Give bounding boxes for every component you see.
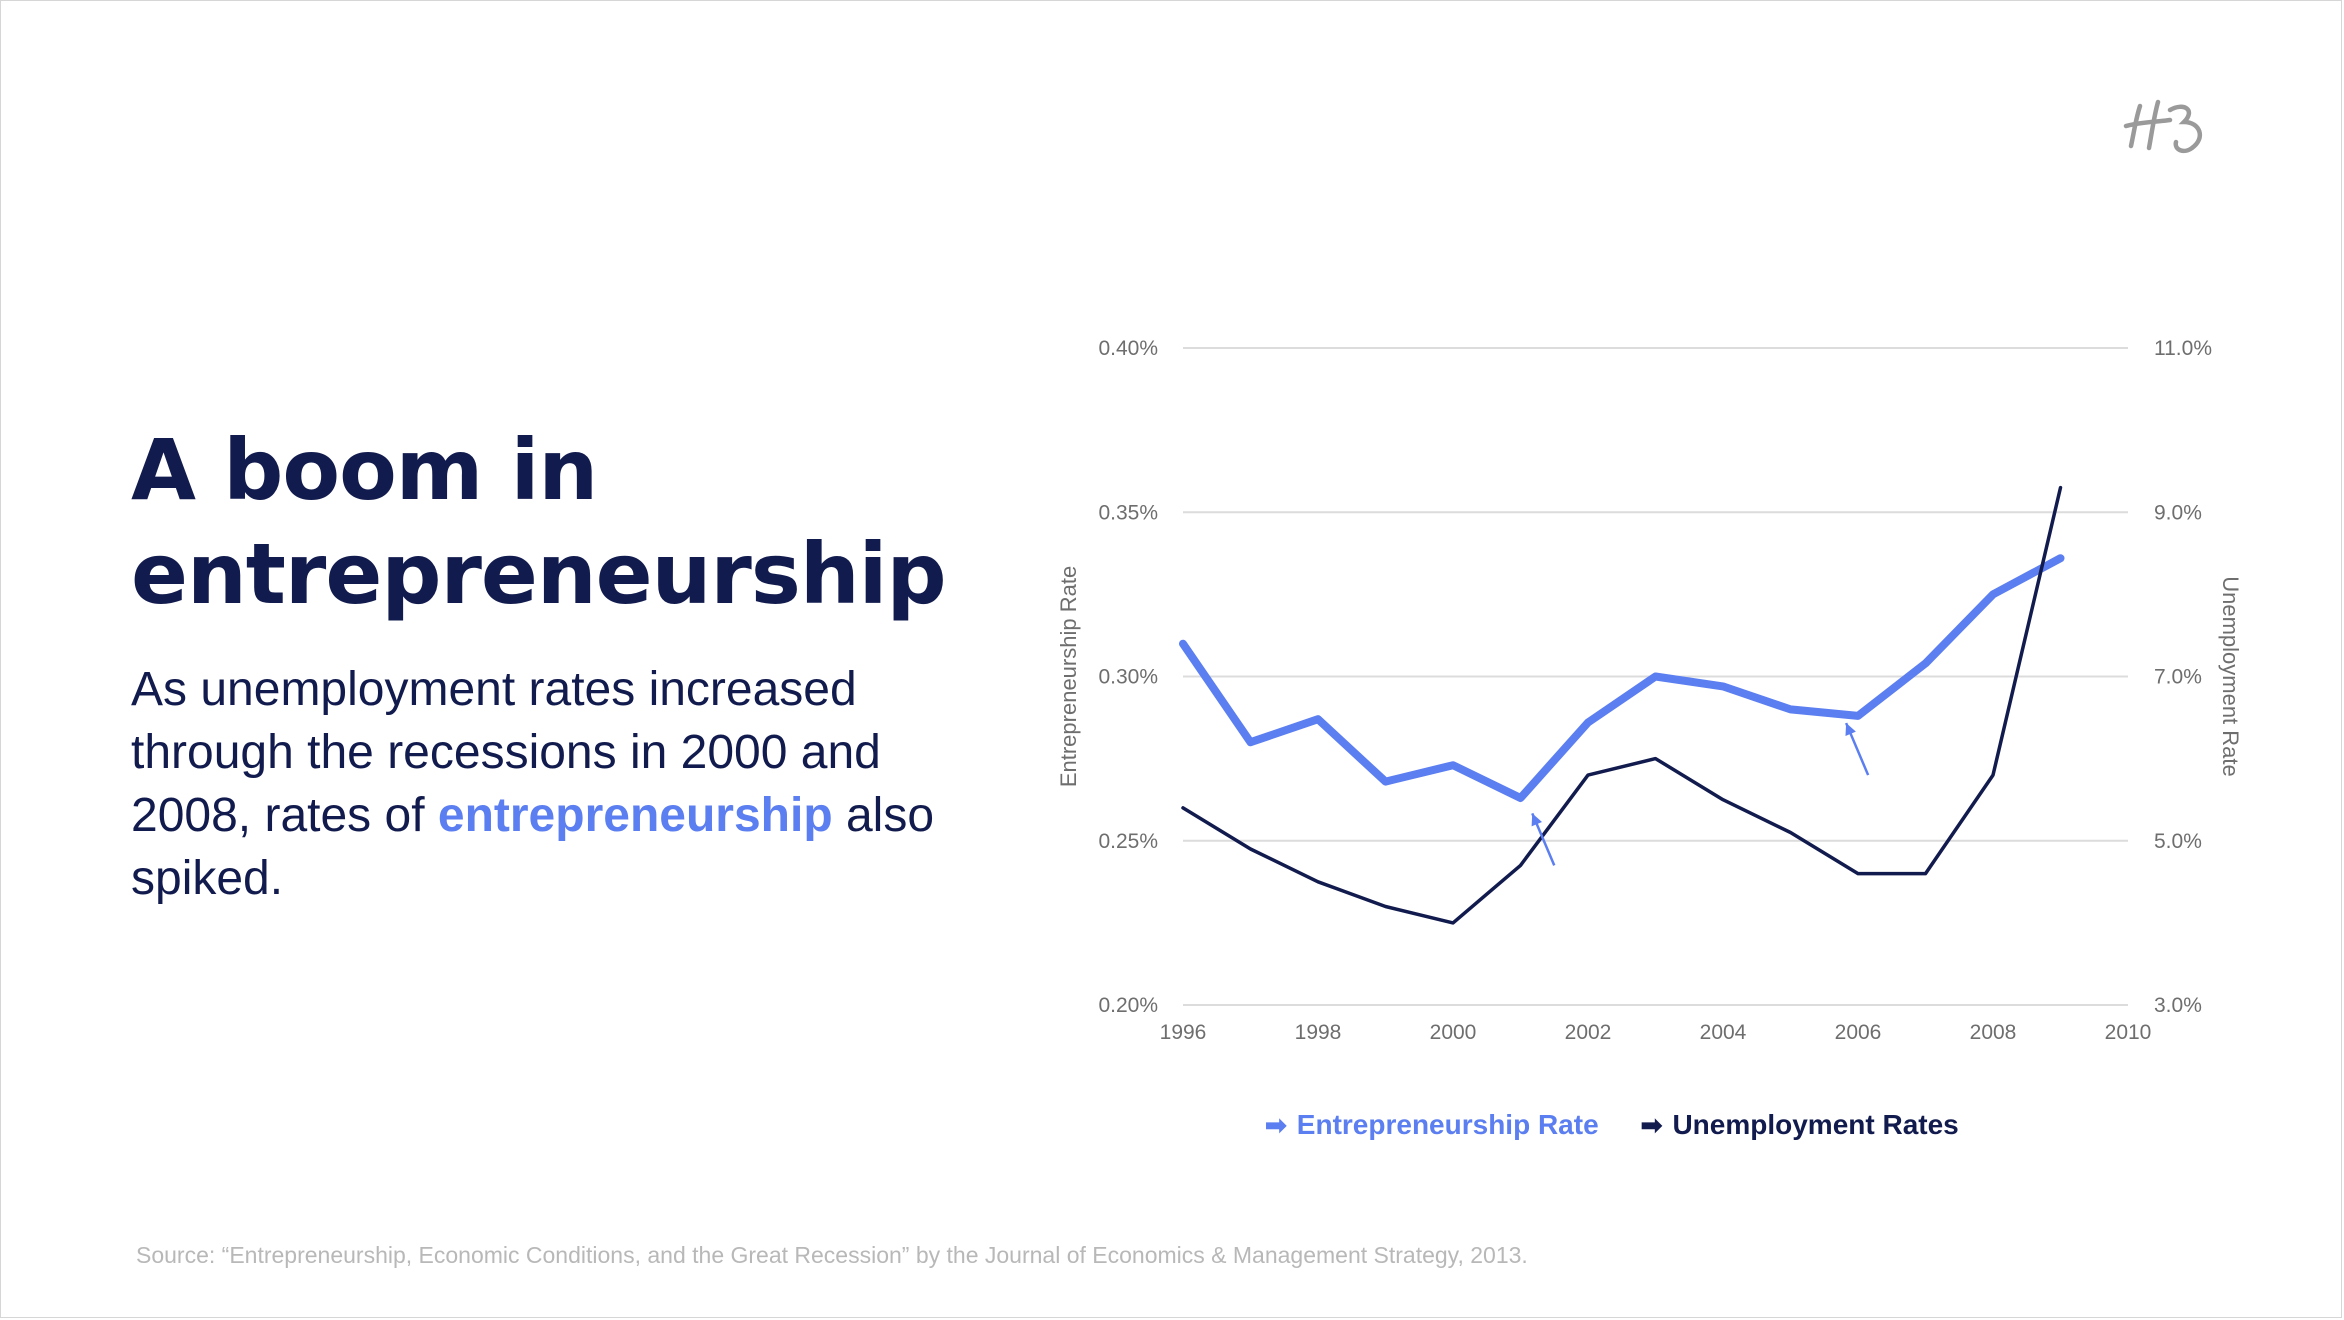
legend-label-entrepreneurship: Entrepreneurship Rate xyxy=(1296,1109,1599,1140)
y2-tick-label: 9.0% xyxy=(2154,501,2202,524)
legend-item-entrepreneurship: ➡ Entrepreneurship Rate xyxy=(1265,1109,1599,1141)
y2-tick-label: 11.0% xyxy=(2154,337,2212,360)
y-tick-label: 0.25% xyxy=(1098,830,1158,853)
x-tick-label: 1996 xyxy=(1160,1021,1207,1044)
x-tick-label: 2004 xyxy=(1700,1021,1747,1044)
line-chart: 0.20% 3.0% 0.25% 5.0% 0.30% 7.0% 0.35% 9.0% 0.40… xyxy=(1056,337,2243,1044)
headline-line-1: A boom in xyxy=(131,421,598,519)
series-line-unemployment xyxy=(1181,485,2063,925)
x-tick-label: 2000 xyxy=(1430,1021,1477,1044)
y2-tick-label: 3.0% xyxy=(2154,994,2202,1017)
x-tick-label: 2008 xyxy=(1970,1021,2017,1044)
y-tick-label: 0.30% xyxy=(1098,666,1158,689)
y-tick-label: 0.20% xyxy=(1098,994,1158,1017)
hb-logo-icon xyxy=(2123,99,2203,154)
source-citation: Source: “Entrepreneurship, Economic Cond… xyxy=(136,1242,1528,1268)
annotation-arrow-icon xyxy=(1531,812,1556,866)
x-tick-label: 2006 xyxy=(1835,1021,1882,1044)
body-text-part-1: As unemployment rates increased through … xyxy=(131,663,881,842)
body-text-highlight: entrepreneurship xyxy=(437,789,833,842)
x-tick-label: 1998 xyxy=(1295,1021,1342,1044)
y2-tick-label: 7.0% xyxy=(2154,666,2202,689)
headline-line-2: entrepreneurship xyxy=(131,525,947,623)
chart-legend: ➡ Entrepreneurship Rate ➡ Unemployment R… xyxy=(1265,1105,1959,1145)
x-tick-label: 2002 xyxy=(1565,1021,1612,1044)
arrow-right-icon: ➡ xyxy=(1265,1110,1287,1140)
y2-tick-label: 5.0% xyxy=(2154,830,2202,853)
headline: A boom in entrepreneurship xyxy=(131,418,1011,626)
series-line-entrepreneurship xyxy=(1179,554,2065,802)
body-text: As unemployment rates increased through … xyxy=(131,658,1011,910)
body-text-part-2: also spiked. xyxy=(131,789,935,905)
annotation-arrow-icon xyxy=(1844,722,1870,776)
y-axis-title: Entrepreneurship Rate xyxy=(1056,566,1081,787)
y-tick-label: 0.35% xyxy=(1098,501,1158,524)
y-tick-label: 0.40% xyxy=(1098,337,1158,360)
legend-label-unemployment: Unemployment Rates xyxy=(1672,1109,1959,1140)
y2-axis-title: Unemployment Rate xyxy=(2218,576,2243,777)
x-tick-label: 2010 xyxy=(2105,1021,2152,1044)
arrow-right-icon: ➡ xyxy=(1640,1110,1663,1140)
legend-item-unemployment: ➡ Unemployment Rates xyxy=(1641,1109,1959,1141)
